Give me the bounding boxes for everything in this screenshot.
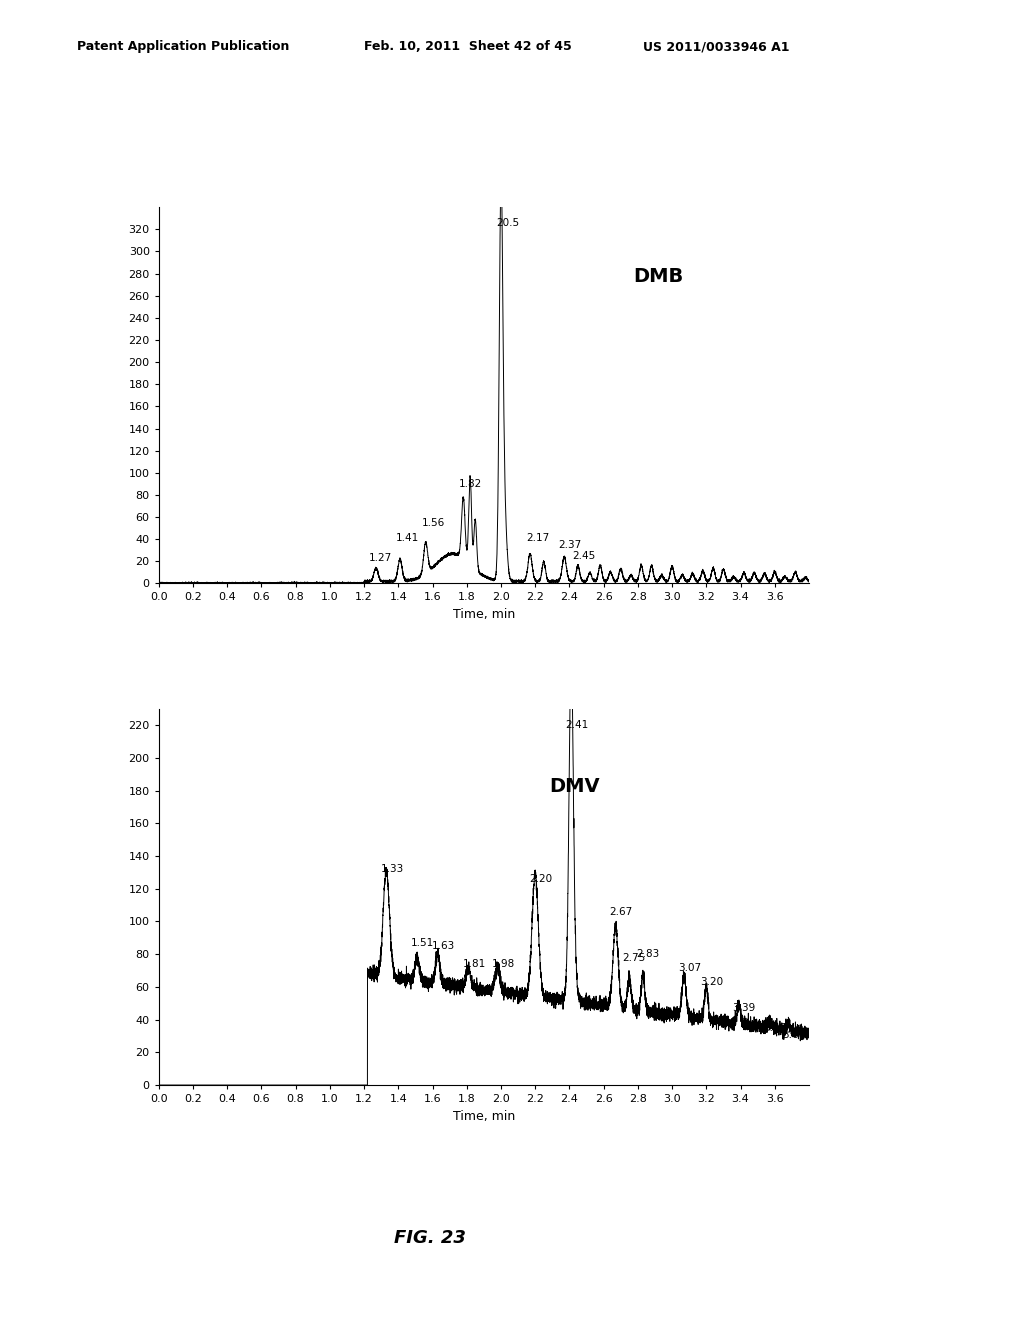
Text: 2.75: 2.75 bbox=[623, 953, 646, 962]
Text: 20.5: 20.5 bbox=[497, 218, 520, 228]
Text: FIG. 23: FIG. 23 bbox=[394, 1229, 466, 1247]
Text: 2.37: 2.37 bbox=[558, 540, 582, 550]
Text: 1.63: 1.63 bbox=[432, 941, 455, 952]
Text: 2.41: 2.41 bbox=[565, 721, 589, 730]
Text: 3.07: 3.07 bbox=[678, 962, 701, 973]
Text: 2.83: 2.83 bbox=[636, 949, 659, 960]
Text: 1.33: 1.33 bbox=[380, 865, 403, 874]
Text: 3.57: 3.57 bbox=[764, 1023, 786, 1034]
Text: 1.82: 1.82 bbox=[459, 479, 482, 490]
Text: 1.81: 1.81 bbox=[463, 960, 485, 969]
Text: 2.17: 2.17 bbox=[525, 533, 549, 544]
Text: Patent Application Publication: Patent Application Publication bbox=[77, 40, 289, 53]
X-axis label: Time, min: Time, min bbox=[453, 609, 515, 620]
X-axis label: Time, min: Time, min bbox=[453, 1110, 515, 1122]
Text: DMB: DMB bbox=[634, 268, 684, 286]
Text: 1.27: 1.27 bbox=[369, 553, 391, 564]
Text: 1.56: 1.56 bbox=[422, 517, 444, 528]
Text: 2.45: 2.45 bbox=[572, 550, 595, 561]
Text: US 2011/0033946 A1: US 2011/0033946 A1 bbox=[643, 40, 790, 53]
Text: 3.39: 3.39 bbox=[732, 1003, 756, 1014]
Text: 3.68: 3.68 bbox=[782, 1030, 806, 1040]
Text: 1.51: 1.51 bbox=[411, 939, 434, 948]
Text: DMV: DMV bbox=[549, 776, 599, 796]
Text: 1.98: 1.98 bbox=[492, 960, 515, 969]
Text: 2.20: 2.20 bbox=[529, 874, 552, 884]
Text: 3.20: 3.20 bbox=[700, 977, 723, 987]
Text: 1.41: 1.41 bbox=[395, 533, 419, 544]
Text: 2.67: 2.67 bbox=[609, 907, 633, 917]
Text: Feb. 10, 2011  Sheet 42 of 45: Feb. 10, 2011 Sheet 42 of 45 bbox=[364, 40, 571, 53]
